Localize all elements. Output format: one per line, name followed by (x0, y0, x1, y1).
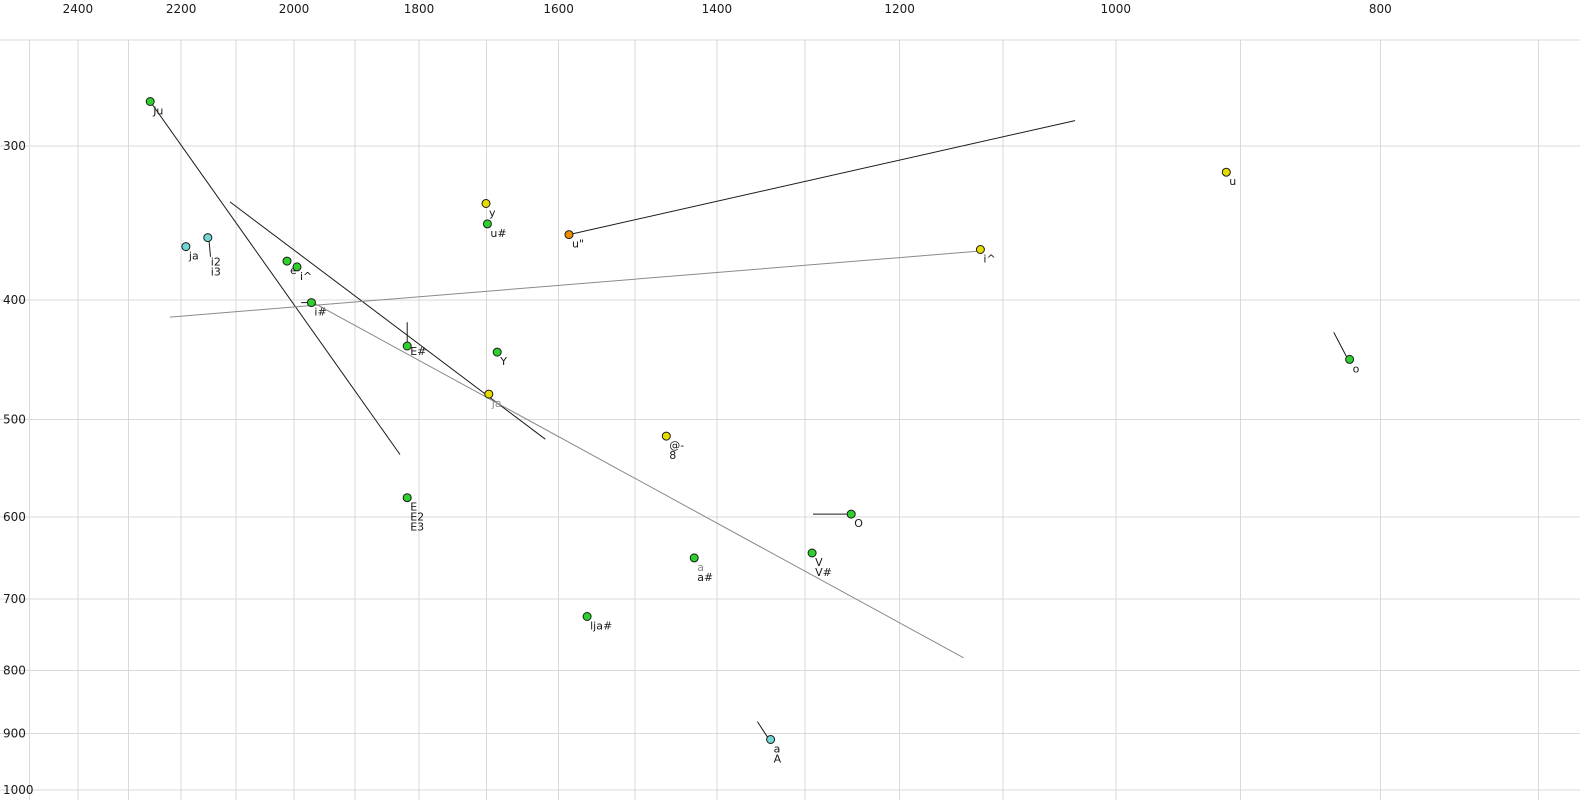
y-tick-label-300: 300 (3, 139, 26, 153)
point-label-a#: a (697, 561, 704, 574)
data-point-i^-central[interactable] (975, 245, 985, 254)
data-point-Ju[interactable] (145, 97, 155, 106)
data-point-@-[interactable] (661, 431, 671, 441)
x-tick-label-2000: 2000 (279, 2, 310, 16)
data-point-O[interactable] (846, 509, 856, 519)
x-tick-label-1600: 1600 (543, 2, 574, 16)
point-label-aA-1: A (774, 753, 782, 766)
point-label-@--1: 8 (669, 449, 676, 462)
connector-line-10 (756, 721, 769, 738)
point-label-i^-central: i^ (983, 253, 995, 266)
data-point-i#[interactable] (306, 298, 316, 308)
point-label-i^: i^ (300, 270, 312, 283)
data-point-y[interactable] (481, 199, 491, 208)
point-label-y: y (489, 207, 496, 220)
point-label-V-1: V# (815, 566, 832, 579)
y-tick-label-500: 500 (3, 412, 26, 426)
data-point-u[interactable] (1221, 167, 1231, 177)
y-tick-label-400: 400 (3, 293, 26, 307)
point-label-u-dq: u" (572, 238, 584, 251)
data-point-u#[interactable] (482, 219, 492, 229)
x-tick-label-2400: 2400 (63, 2, 94, 16)
data-point-e[interactable] (282, 256, 292, 266)
point-label-e: e (290, 264, 297, 277)
point-label-ja-mid: ja (491, 397, 502, 410)
point-label-o: o (1353, 362, 1360, 375)
point-label-E-1: E2 (410, 511, 424, 524)
x-tick-label-1200: 1200 (884, 2, 915, 16)
connector-line-2 (308, 299, 964, 659)
point-label-ja-front: ja (188, 250, 199, 263)
point-label-@-: @- (669, 439, 684, 452)
data-point-a#[interactable] (689, 553, 699, 563)
y-tick-label-900: 900 (3, 727, 26, 741)
connector-line-0 (149, 101, 401, 455)
connector-line-6 (208, 239, 211, 257)
y-tick-label-800: 800 (3, 664, 26, 678)
point-label-lja#: lja# (590, 620, 612, 633)
data-point-aA[interactable] (766, 735, 776, 744)
data-point-E#[interactable] (402, 341, 412, 351)
connector-line-1 (229, 201, 546, 440)
y-tick-label-1000: 1000 (3, 783, 34, 797)
x-tick-label-1000: 1000 (1101, 2, 1132, 16)
data-point-E[interactable] (402, 493, 412, 503)
data-point-V[interactable] (807, 548, 817, 558)
point-label-V: V (815, 556, 823, 569)
data-point-Y[interactable] (492, 347, 502, 357)
point-label-u#: u# (490, 227, 506, 240)
point-label-Y: Y (499, 355, 507, 368)
point-label-E#: E# (410, 345, 426, 358)
x-tick-label-800: 800 (1369, 2, 1392, 16)
point-label-a#-1: a# (697, 571, 713, 584)
connector-line-4 (568, 120, 1076, 236)
data-point-i^[interactable] (292, 262, 302, 272)
point-label-E: E (410, 501, 417, 514)
connector-line-9 (1333, 332, 1348, 358)
data-point-o[interactable] (1345, 354, 1355, 364)
point-label-O: O (854, 517, 863, 530)
data-point-lja#[interactable] (582, 612, 592, 621)
point-label-Ju: Ju (152, 105, 163, 118)
x-tick-label-1800: 1800 (404, 2, 435, 16)
point-label-E-2: E3 (410, 521, 424, 534)
point-label-i2-1: i3 (211, 266, 221, 279)
x-tick-label-2200: 2200 (166, 2, 197, 16)
point-label-i#: i# (314, 306, 326, 319)
data-point-u-dq[interactable] (564, 230, 574, 240)
y-tick-label-600: 600 (3, 510, 26, 524)
data-point-i2[interactable] (203, 233, 213, 243)
data-point-ja-mid[interactable] (484, 389, 494, 399)
point-label-i2: i2 (211, 256, 221, 269)
y-tick-label-700: 700 (3, 592, 26, 606)
point-label-u: u (1229, 175, 1236, 188)
connector-line-3 (169, 250, 981, 318)
x-tick-label-1400: 1400 (702, 2, 733, 16)
data-point-ja-front[interactable] (181, 242, 191, 252)
point-label-aA: a (774, 743, 781, 756)
